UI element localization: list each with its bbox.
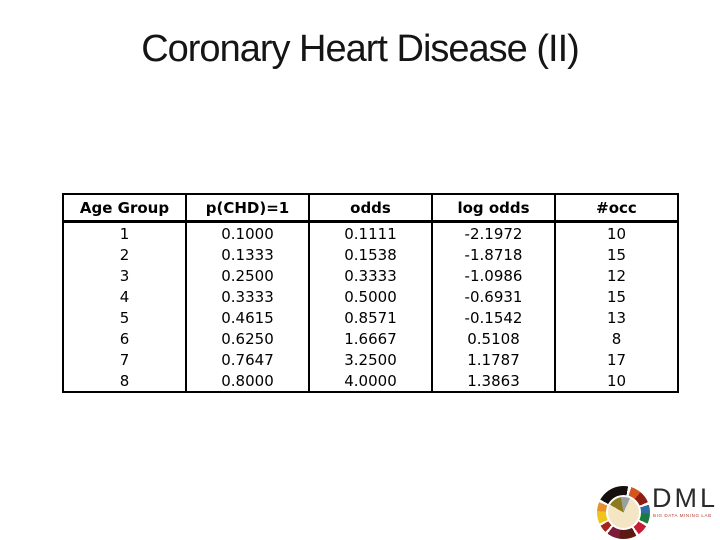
cell-pchd: 0.6250	[185, 328, 309, 349]
cell-occ: 10	[554, 221, 678, 244]
cell-occ: 12	[554, 265, 678, 286]
cell-pchd: 0.1000	[185, 221, 309, 244]
cell-log-odds: 1.1787	[431, 349, 555, 370]
dml-logo-icon	[597, 486, 650, 539]
cell-log-odds: -0.1542	[431, 307, 555, 328]
cell-log-odds: -1.0986	[431, 265, 555, 286]
cell-log-odds: 1.3863	[431, 370, 555, 392]
cell-occ: 17	[554, 349, 678, 370]
table-row: 1 0.1000 0.1111 -2.1972 10	[63, 221, 678, 244]
column-header-pchd: p(CHD)=1	[185, 194, 309, 223]
cell-log-odds: -0.6931	[431, 286, 555, 307]
cell-log-odds: 0.5108	[431, 328, 555, 349]
cell-occ: 8	[554, 328, 678, 349]
cell-log-odds: -2.1972	[431, 221, 555, 244]
cell-age-group: 6	[119, 329, 130, 348]
cell-odds: 3.2500	[308, 349, 432, 370]
cell-occ: 15	[554, 244, 678, 265]
cell-odds: 0.5000	[308, 286, 432, 307]
dml-logo-text: DML	[652, 483, 719, 513]
column-header-odds: odds	[308, 194, 432, 223]
cell-log-odds: -1.8718	[431, 244, 555, 265]
cell-odds: 0.8571	[308, 307, 432, 328]
chd-data-table: Age Group p(CHD)=1 odds log odds #occ 1 …	[62, 193, 679, 393]
table-row: 2 0.1333 0.1538 -1.8718 15	[63, 244, 678, 265]
column-header-age-group: Age Group	[63, 194, 186, 223]
table-row: 6 0.6250 1.6667 0.5108 8	[63, 328, 678, 349]
table-row: 5 0.4615 0.8571 -0.1542 13	[63, 307, 678, 328]
table-row: 3 0.2500 0.3333 -1.0986 12	[63, 265, 678, 286]
dml-logo: DML BIG DATA MINING LAB	[595, 484, 715, 540]
cell-odds: 0.3333	[308, 265, 432, 286]
cell-pchd: 0.4615	[185, 307, 309, 328]
cell-pchd: 0.8000	[185, 370, 309, 392]
cell-pchd: 0.1333	[185, 244, 309, 265]
table-row: 4 0.3333 0.5000 -0.6931 15	[63, 286, 678, 307]
cell-age-group: 4	[119, 287, 130, 306]
table-header-row: Age Group p(CHD)=1 odds log odds #occ	[63, 194, 678, 223]
cell-pchd: 0.7647	[185, 349, 309, 370]
column-header-occ: #occ	[554, 194, 678, 223]
cell-age-group: 3	[119, 266, 130, 285]
cell-occ: 10	[554, 370, 678, 392]
page-title: Coronary Heart Disease (II)	[141, 28, 580, 70]
table-row: 7 0.7647 3.2500 1.1787 17	[63, 349, 678, 370]
dml-logo-center	[606, 495, 641, 530]
cell-age-group: 8	[119, 371, 130, 390]
cell-odds: 0.1111	[308, 221, 432, 244]
column-header-log-odds: log odds	[431, 194, 555, 223]
cell-odds: 4.0000	[308, 370, 432, 392]
cell-occ: 15	[554, 286, 678, 307]
cell-age-group: 5	[119, 308, 130, 327]
cell-odds: 1.6667	[308, 328, 432, 349]
cell-pchd: 0.3333	[185, 286, 309, 307]
table-row: 8 0.8000 4.0000 1.3863 10	[63, 370, 678, 392]
cell-odds: 0.1538	[308, 244, 432, 265]
dml-logo-subtext: BIG DATA MINING LAB	[653, 513, 712, 518]
cell-pchd: 0.2500	[185, 265, 309, 286]
cell-age-group: 1	[119, 224, 130, 243]
cell-age-group: 2	[119, 245, 130, 264]
cell-age-group: 7	[119, 350, 130, 369]
cell-occ: 13	[554, 307, 678, 328]
